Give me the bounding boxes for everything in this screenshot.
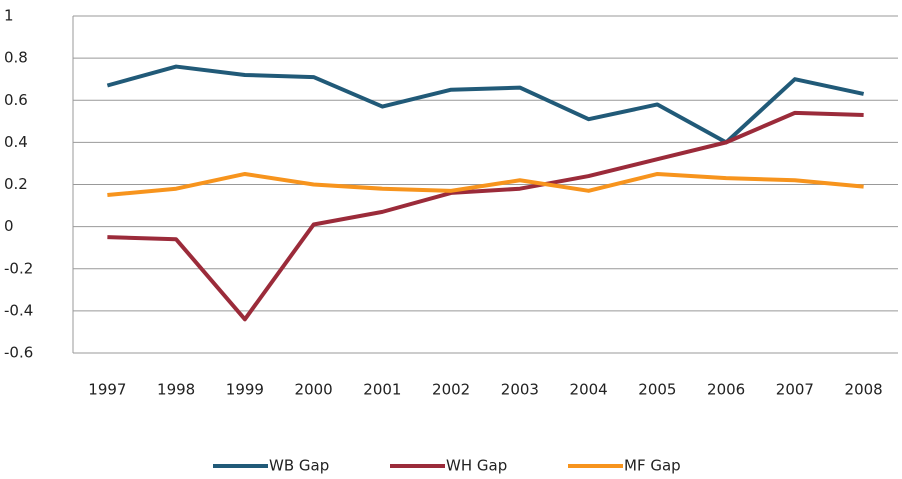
y-tick-label: 0.4 — [4, 133, 28, 151]
y-tick-label: 0.2 — [4, 175, 28, 193]
line-series — [107, 171, 864, 198]
x-tick-label: 1997 — [88, 381, 126, 399]
x-tick-label: 2004 — [570, 381, 608, 399]
y-tick-label: 0 — [4, 217, 14, 235]
legend-label: WH Gap — [446, 457, 507, 475]
y-tick-label: 0.8 — [4, 49, 28, 67]
x-tick-label: 2006 — [707, 381, 745, 399]
x-tick-label: 2002 — [432, 381, 470, 399]
x-tick-label: 1998 — [157, 381, 195, 399]
legend-label: WB Gap — [269, 457, 329, 475]
line-series — [107, 110, 864, 322]
x-tick-label: 1999 — [226, 381, 264, 399]
y-tick-label: -0.6 — [4, 344, 33, 362]
line-series — [106, 64, 865, 145]
x-tick-label: 2003 — [501, 381, 539, 399]
legend-label: MF Gap — [624, 457, 681, 475]
x-tick-label: 2001 — [363, 381, 401, 399]
y-tick-label: -0.4 — [4, 301, 33, 319]
x-tick-label: 2007 — [776, 381, 814, 399]
y-tick-label: 1 — [4, 7, 14, 25]
x-tick-label: 2000 — [295, 381, 333, 399]
x-tick-label: 2008 — [845, 381, 883, 399]
x-tick-label: 2005 — [638, 381, 676, 399]
y-tick-label: -0.2 — [4, 259, 33, 277]
y-tick-label: 0.6 — [4, 91, 28, 109]
